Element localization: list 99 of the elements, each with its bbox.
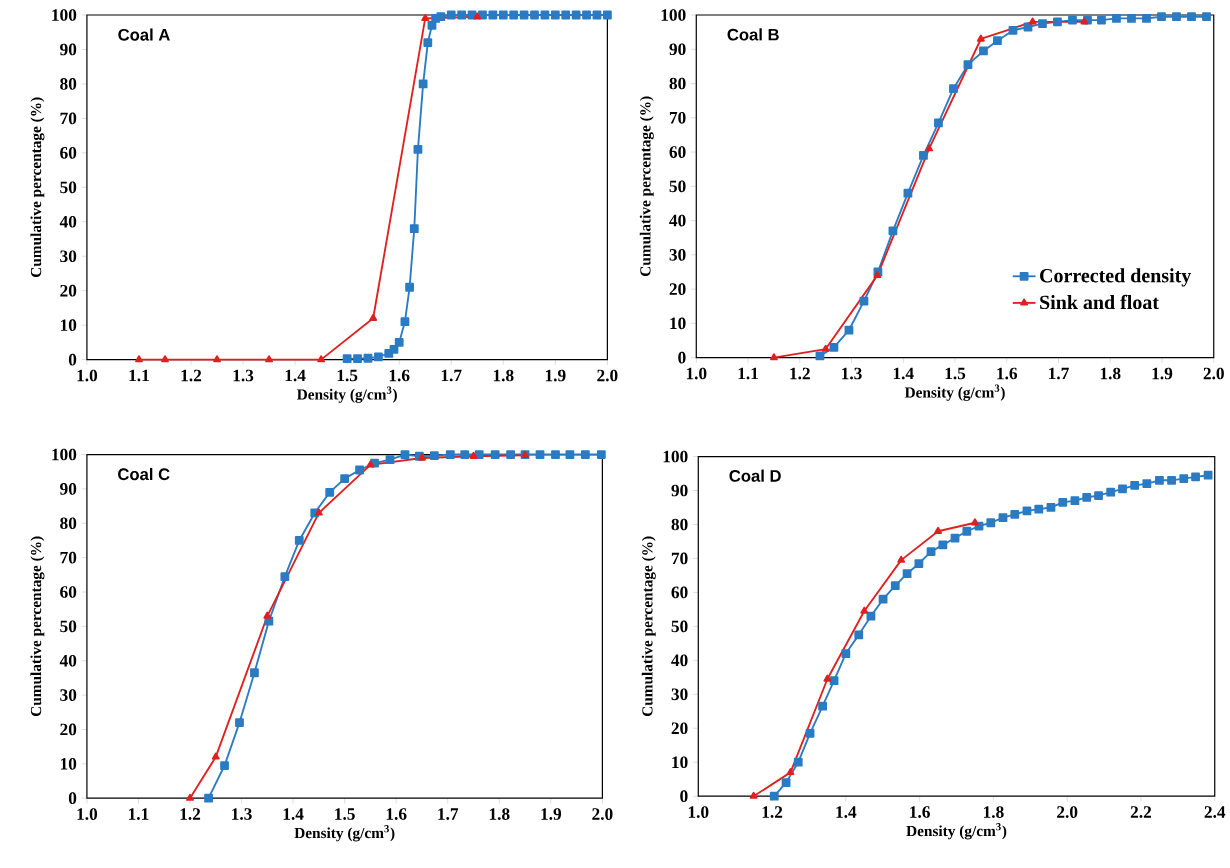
- x-axis-title: Density (g/cm$^{3}$): [296, 386, 397, 403]
- y-tick-label: 50: [669, 180, 686, 193]
- y-tick-label: 90: [60, 43, 77, 56]
- text: Coal B: [727, 28, 779, 41]
- legend-label: Sink and float: [1040, 294, 1159, 310]
- x-tick-label: 1.8: [983, 806, 1004, 818]
- x-tick-label: 1.9: [1152, 367, 1173, 380]
- x-tick-label: 1.5: [945, 367, 966, 380]
- x-tick-label: 1.8: [493, 369, 514, 382]
- y-tick-label: 80: [671, 518, 688, 531]
- y-tick-label: 10: [672, 756, 688, 769]
- y-tick-label: 60: [60, 146, 77, 159]
- x-tick-label: 2.0: [1057, 806, 1078, 818]
- y-tick-label: 70: [60, 112, 77, 125]
- x-tick-label: 2.0: [592, 808, 613, 820]
- y-tick-label: 10: [670, 317, 686, 330]
- y-tick-label: 30: [60, 689, 77, 701]
- y-tick-label: 20: [60, 723, 77, 736]
- x-tick-label: 1.3: [842, 367, 862, 380]
- y-tick-label: 100: [663, 450, 688, 463]
- x-tick-label: 1.7: [1049, 367, 1069, 380]
- y-tick-label: 50: [60, 620, 77, 633]
- y-tick-label: 30: [669, 248, 686, 261]
- x-axis-title: Density (g/cm$^{3}$): [906, 823, 1007, 840]
- x-tick-label: 1.8: [1100, 367, 1121, 380]
- y-tick-label: 60: [671, 586, 688, 599]
- y-tick-label: 80: [60, 78, 77, 90]
- y-axis-title: Cumulative percentage (%): [30, 97, 45, 277]
- y-tick-label: 40: [669, 214, 686, 227]
- x-tick-label: 2.2: [1130, 806, 1152, 818]
- x-tick-label: 1.2: [762, 806, 783, 818]
- y-tick-label: 100: [52, 448, 77, 461]
- y-tick-label: 100: [52, 9, 77, 21]
- x-tick-label: 1.7: [441, 369, 462, 382]
- y-tick-label: 10: [60, 757, 77, 770]
- x-tick-label: 1.9: [545, 369, 566, 382]
- x-tick-label: 1.5: [337, 369, 358, 382]
- y-tick-label: 80: [669, 77, 686, 90]
- x-tick-label: 1.0: [686, 367, 707, 380]
- y-tick-label: 70: [669, 111, 686, 124]
- text: Coal C: [118, 467, 170, 481]
- text: Coal D: [729, 469, 781, 482]
- x-tick-label: 1.7: [438, 808, 459, 820]
- legend-label: Corrected density: [1040, 268, 1192, 287]
- y-tick-label: 70: [671, 552, 688, 565]
- x-tick-label: 1.4: [893, 367, 914, 380]
- y-tick-label: 20: [669, 283, 686, 295]
- x-tick-label: 1.1: [129, 369, 149, 382]
- y-tick-label: 60: [669, 146, 686, 158]
- x-tick-label: 1.0: [77, 369, 98, 382]
- y-tick-label: 80: [60, 517, 77, 530]
- y-tick-label: 0: [68, 353, 77, 366]
- x-tick-label: 2.0: [597, 369, 618, 382]
- y-tick-label: 30: [671, 688, 688, 701]
- x-tick-label: 1.6: [910, 806, 930, 818]
- y-tick-label: 40: [59, 654, 77, 667]
- y-tick-label: 60: [60, 586, 77, 598]
- y-tick-label: 10: [60, 319, 77, 331]
- y-tick-label: 0: [680, 790, 688, 802]
- y-tick-label: 40: [671, 654, 688, 667]
- x-tick-label: 1.1: [738, 367, 758, 380]
- x-tick-label: 1.0: [688, 806, 709, 818]
- y-tick-label: 0: [678, 351, 686, 364]
- x-tick-label: 1.5: [335, 808, 355, 820]
- y-tick-label: 40: [59, 215, 77, 228]
- x-tick-label: 1.6: [389, 369, 410, 382]
- x-tick-label: 2.4: [1204, 806, 1226, 818]
- x-tick-label: 1.4: [836, 806, 857, 818]
- y-tick-label: 90: [669, 43, 686, 56]
- x-tick-label: 1.9: [541, 808, 562, 820]
- y-axis-title: Cumulative percentage (%): [641, 536, 656, 717]
- x-tick-label: 1.4: [285, 369, 306, 382]
- x-tick-label: 1.1: [129, 808, 149, 820]
- x-tick-label: 1.8: [489, 808, 510, 820]
- y-tick-label: 90: [60, 483, 77, 495]
- x-tick-label: 1.2: [790, 367, 810, 380]
- y-tick-label: 50: [671, 620, 688, 633]
- y-tick-label: 30: [60, 250, 77, 263]
- x-tick-label: 1.6: [997, 367, 1018, 380]
- y-tick-label: 20: [60, 284, 77, 297]
- y-tick-label: 90: [671, 484, 688, 497]
- x-axis-title: Density (g/cm$^{3}$): [904, 384, 1005, 401]
- y-tick-label: 20: [671, 722, 688, 735]
- y-tick-label: 50: [60, 181, 77, 194]
- y-axis-title: Cumulative percentage (%): [639, 96, 654, 276]
- x-tick-label: 1.3: [232, 808, 252, 820]
- x-tick-label: 1.3: [233, 369, 254, 382]
- x-tick-label: 1.0: [77, 808, 98, 820]
- x-tick-label: 2.0: [1203, 367, 1224, 380]
- y-tick-label: 70: [60, 551, 77, 564]
- y-axis-title: Cumulative percentage (%): [30, 536, 45, 717]
- x-axis-title: Density (g/cm$^{3}$): [294, 825, 395, 842]
- text: Coal A: [118, 28, 170, 41]
- y-tick-label: 0: [68, 792, 77, 804]
- x-tick-label: 1.2: [180, 808, 201, 820]
- y-tick-label: 100: [661, 9, 686, 21]
- x-tick-label: 1.2: [181, 369, 202, 382]
- x-tick-label: 1.4: [283, 808, 304, 820]
- x-tick-label: 1.6: [386, 808, 407, 820]
